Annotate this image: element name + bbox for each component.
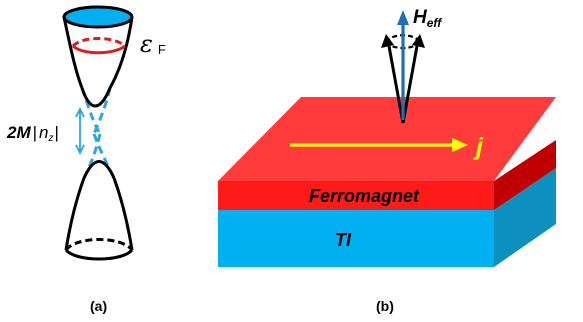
heff-arrow-head — [397, 10, 409, 25]
ti-layer-side — [494, 168, 556, 267]
ti-label: TI — [335, 230, 352, 250]
fermi-ring-back — [71, 37, 127, 48]
ti-layer-front — [218, 210, 494, 267]
panel-b: j Ferromagnet TI Heff (b) — [218, 7, 556, 314]
upper-band-bottom — [80, 87, 112, 108]
caption-a: (a) — [90, 298, 107, 314]
upper-cone-left-side — [62, 16, 84, 89]
magnetization-arrow-left-head — [381, 34, 394, 48]
current-label: j — [473, 133, 484, 161]
ferromagnet-label: Ferromagnet — [309, 186, 420, 206]
heff-label: Heff — [413, 7, 442, 30]
upper-cone-cap — [62, 5, 134, 29]
magnetization-arrow-right — [401, 45, 419, 124]
ferromagnet-top-surface — [218, 97, 556, 181]
ferromagnet-layer-side — [494, 140, 556, 210]
gap-arrow-head-top — [75, 106, 85, 118]
fermi-ring-front — [71, 44, 126, 55]
lower-cone-right-side — [112, 177, 134, 251]
lower-cone-left-side — [64, 177, 86, 251]
magnetization-arrow-right-head — [412, 34, 425, 48]
ferromagnet-layer-front — [218, 181, 494, 210]
current-arrow-head — [452, 138, 468, 152]
gap-label: 2M | nz| — [6, 123, 59, 144]
lower-band-top — [82, 160, 116, 179]
upper-cone-right-side — [108, 16, 134, 89]
gap-arrow-head-bottom — [75, 144, 85, 156]
lower-cone-ring-back — [64, 238, 134, 252]
magnetization-arrow-left — [387, 45, 405, 124]
lower-cone-ring-front — [64, 248, 134, 261]
caption-b: (b) — [376, 298, 394, 314]
